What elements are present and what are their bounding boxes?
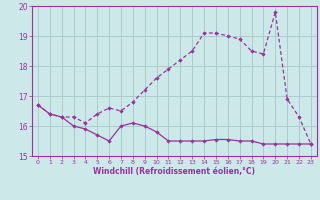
X-axis label: Windchill (Refroidissement éolien,°C): Windchill (Refroidissement éolien,°C) bbox=[93, 167, 255, 176]
